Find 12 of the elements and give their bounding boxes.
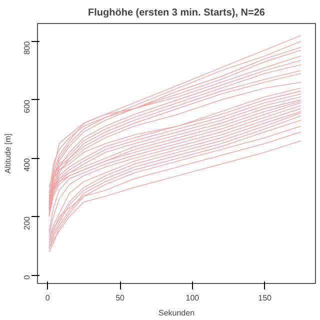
y-tick-label: 600 [22,99,32,114]
y-tick-label: 800 [22,40,32,55]
y-axis-title: Altitude [m] [4,133,12,174]
x-tick-label: 50 [116,294,126,302]
y-tick-label: 200 [22,216,32,230]
x-tick-label: 0 [45,294,50,302]
y-tick-label: 0 [22,274,32,280]
y-tick-label: 400 [22,158,32,172]
x-tick-label: 100 [186,294,200,302]
x-axis-title: Sekunden [158,308,195,318]
x-tick-label: 150 [258,294,272,302]
chart-title: Flughöhe (ersten 3 min. Starts), N=26 [88,8,266,18]
